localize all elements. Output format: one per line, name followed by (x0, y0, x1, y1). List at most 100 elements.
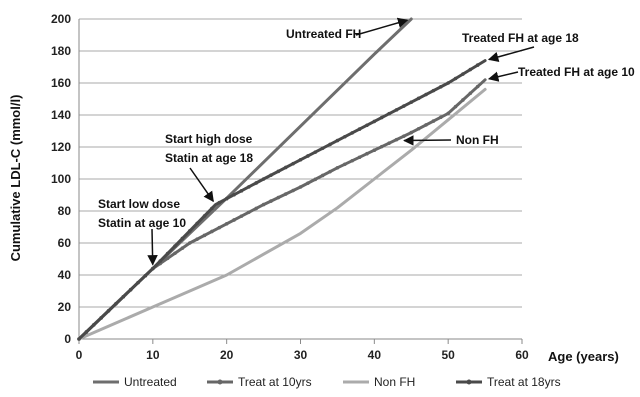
annotation-highdose-arrow (189, 167, 214, 203)
series-1-point (328, 169, 332, 174)
series-3-point (114, 302, 118, 306)
series-1-point (424, 123, 428, 127)
x-tick-label-3: 30 (294, 348, 308, 362)
series-1-point (291, 188, 295, 193)
series-3-point (106, 309, 111, 313)
axes: 0 20 40 60 80 100 120 140 160 180 200 0 10 20 30 40 50 60 (51, 12, 529, 362)
x-tick-label-4: 40 (368, 348, 382, 362)
annotation-lowdose-arrow (147, 228, 158, 266)
series-1-point (387, 141, 391, 145)
series-3-point (247, 185, 251, 189)
series-1-point (453, 104, 458, 109)
x-tick-label-5: 50 (441, 348, 455, 362)
annotation-treat18-line-0: Treated FH at age 18 (462, 31, 579, 45)
y-tick-label-5: 100 (51, 172, 71, 186)
annotation-treat10-line-0: Treated FH at age 10 (518, 65, 635, 79)
series-1-point (468, 91, 473, 96)
annotation-lowdose-line-0: Start low dose (98, 197, 180, 211)
y-tick-label-4: 80 (58, 204, 72, 218)
y-tick-label-3: 60 (58, 236, 72, 250)
series-3-point (394, 108, 399, 112)
series-3-point (357, 127, 362, 131)
legend: Untreated Treat at 10yrs Non FH Treat at 18… (93, 375, 561, 389)
x-tick-label-6: 60 (515, 348, 529, 362)
series-1-point (320, 173, 325, 178)
series-3-point (77, 337, 81, 341)
series-3-point (461, 72, 465, 76)
series-1-point (195, 237, 199, 241)
series-3-point (313, 150, 318, 154)
series-1-point (335, 166, 340, 170)
series-3-point (158, 259, 163, 263)
series-3-point (372, 119, 377, 124)
series-1-point (431, 119, 436, 123)
series-3-point (350, 131, 354, 135)
series-1-point (165, 256, 170, 261)
series-3-point (438, 85, 443, 89)
series-3-point (217, 200, 222, 205)
legend-label-1: Treat at 10yrs (238, 375, 312, 389)
annotation-untreated-line-0: Untreated FH (286, 27, 361, 41)
annotation-nonfh-line-0: Non FH (456, 133, 499, 147)
series-3-point (224, 196, 229, 201)
series-3-point (187, 229, 192, 233)
series-1-point (416, 126, 421, 131)
series-1-point (261, 202, 266, 207)
series-1-point (254, 206, 258, 211)
series-3-point (365, 123, 369, 128)
series-3-point (328, 142, 332, 147)
series-3-point (431, 88, 436, 93)
legend-label-3: Treat at 18yrs (487, 375, 561, 389)
series-1-point (461, 98, 465, 102)
series-1-point (365, 151, 369, 156)
y-axis-title: Cumulative LDL-C (mmol/l) (8, 95, 23, 262)
series-1-point (187, 241, 192, 245)
series-1-point (438, 115, 443, 120)
series-3-point (165, 251, 170, 256)
series-1-point (202, 233, 207, 238)
series-1-point (313, 177, 318, 182)
series-1-point (276, 195, 281, 200)
series-1-point (298, 185, 303, 189)
x-tick-label-0: 0 (76, 348, 83, 362)
series-1-point (343, 162, 347, 167)
series-1-point (239, 214, 244, 218)
series-3-point (475, 63, 480, 67)
annotation-highdose-line-1: Statin at age 18 (165, 151, 253, 165)
series-3-point (99, 316, 103, 320)
series-3-point (387, 111, 391, 116)
series-3-point (136, 280, 140, 285)
series-1-point (409, 130, 414, 135)
series-3-point (320, 146, 325, 151)
series-3-point (283, 165, 288, 170)
series-3-point (261, 177, 266, 181)
legend-marker-1 (217, 379, 223, 385)
annotation-nonfh-arrow (403, 135, 452, 146)
series-line-3 (77, 59, 487, 341)
series-3-point (446, 81, 450, 85)
series-1-point (372, 148, 377, 152)
series-1-point (283, 192, 288, 196)
series-1-point (173, 251, 177, 256)
legend-marker-3 (466, 379, 472, 385)
series-1-point (446, 111, 450, 116)
y-tick-label-8: 160 (51, 76, 71, 90)
series-3-point (335, 138, 340, 143)
annotation-treat10-arrow (487, 71, 519, 82)
series-3-point (121, 294, 126, 299)
series-3-point (306, 154, 310, 158)
series-1-point (394, 137, 399, 142)
series-3-point (298, 158, 303, 162)
series-3-point (379, 115, 384, 120)
x-tick-label-2: 20 (220, 348, 234, 362)
series-3-point (269, 173, 273, 177)
series-1-point (402, 134, 406, 138)
series-1-point (232, 218, 236, 222)
series-1-point (224, 222, 229, 226)
series-3-point (453, 76, 458, 81)
series-3-point (151, 266, 155, 271)
series-1-point (269, 199, 273, 203)
series-3-point (195, 221, 199, 226)
series-3-point (291, 161, 295, 166)
